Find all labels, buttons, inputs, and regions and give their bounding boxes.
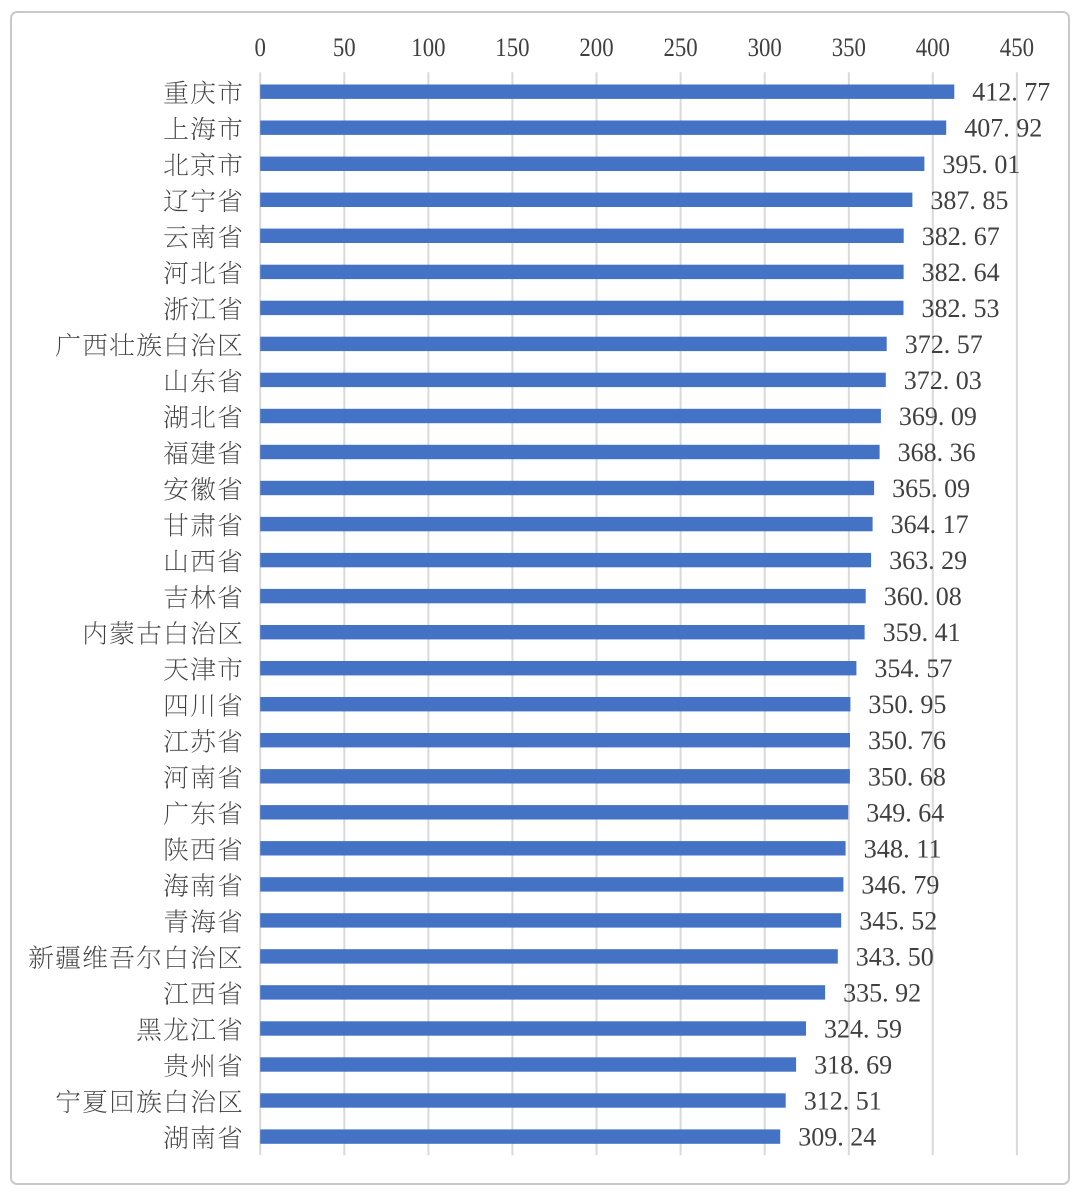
svg-text:350: 350	[832, 33, 866, 62]
svg-text:350. 68: 350. 68	[868, 762, 946, 791]
svg-text:369. 09: 369. 09	[899, 402, 977, 431]
svg-text:200: 200	[579, 33, 613, 62]
svg-text:100: 100	[411, 33, 445, 62]
svg-text:343. 50: 343. 50	[856, 942, 934, 971]
svg-text:382. 64: 382. 64	[922, 258, 1000, 287]
svg-text:368. 36: 368. 36	[898, 438, 976, 467]
svg-text:400: 400	[916, 33, 950, 62]
svg-text:50: 50	[333, 33, 356, 62]
svg-text:365. 09: 365. 09	[892, 474, 970, 503]
svg-text:395. 01: 395. 01	[942, 150, 1020, 179]
svg-text:354. 57: 354. 57	[874, 654, 952, 683]
svg-text:300: 300	[748, 33, 782, 62]
svg-text:407. 92: 407. 92	[964, 114, 1042, 143]
svg-text:372. 03: 372. 03	[904, 366, 982, 395]
svg-text:250: 250	[664, 33, 698, 62]
svg-text:387. 85: 387. 85	[930, 186, 1008, 215]
svg-text:382. 53: 382. 53	[922, 294, 1000, 323]
svg-text:318. 69: 318. 69	[814, 1051, 892, 1080]
svg-text:346. 79: 346. 79	[861, 870, 939, 899]
svg-text:349. 64: 349. 64	[866, 798, 944, 827]
svg-text:312. 51: 312. 51	[804, 1087, 882, 1116]
svg-text:150: 150	[495, 33, 529, 62]
svg-text:350. 95: 350. 95	[868, 690, 946, 719]
svg-text:335. 92: 335. 92	[843, 979, 921, 1008]
svg-text:350. 76: 350. 76	[868, 726, 946, 755]
svg-text:345. 52: 345. 52	[859, 906, 937, 935]
svg-text:360. 08: 360. 08	[884, 582, 962, 611]
svg-text:359. 41: 359. 41	[883, 618, 961, 647]
svg-text:309. 24: 309. 24	[798, 1123, 876, 1152]
svg-text:363. 29: 363. 29	[889, 546, 967, 575]
svg-text:364. 17: 364. 17	[891, 510, 969, 539]
svg-text:324. 59: 324. 59	[824, 1015, 902, 1044]
svg-text:382. 67: 382. 67	[922, 222, 1000, 251]
svg-text:450: 450	[1000, 33, 1034, 62]
svg-text:0: 0	[255, 33, 266, 62]
svg-text:372. 57: 372. 57	[905, 330, 983, 359]
svg-text:412. 77: 412. 77	[972, 78, 1050, 107]
svg-text:348. 11: 348. 11	[864, 834, 942, 863]
